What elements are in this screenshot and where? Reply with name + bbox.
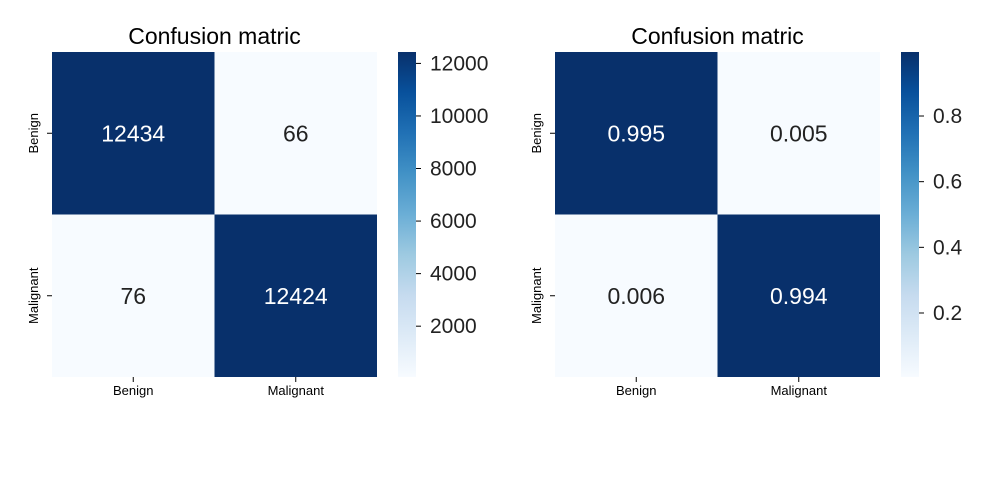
- colorbar-tick-label: 0.4: [933, 236, 963, 259]
- y-tick-label: Malignant: [529, 267, 544, 324]
- cell-value-label: 0.006: [607, 283, 665, 309]
- colorbar-tick-label: 0.2: [933, 302, 962, 325]
- colorbar-tick-label: 6000: [430, 210, 477, 233]
- cell-value-label: 0.995: [607, 120, 665, 146]
- colorbar-tick-label: 8000: [430, 158, 477, 181]
- y-tick-label: Benign: [529, 113, 544, 153]
- x-tick-label: Malignant: [268, 383, 325, 398]
- heatmap-cell: [717, 214, 880, 377]
- colorbar: [901, 52, 919, 377]
- heatmap-cell: [717, 52, 880, 215]
- cell-value-label: 12424: [264, 283, 328, 309]
- y-tick-label: Benign: [26, 113, 41, 153]
- heatmap-cell: [214, 214, 377, 377]
- cell-value-label: 12434: [101, 120, 165, 146]
- cell-value-label: 0.005: [770, 120, 828, 146]
- colorbar-tick-label: 4000: [430, 263, 477, 286]
- heatmap-cell: [555, 52, 718, 215]
- cell-value-label: 0.994: [770, 283, 828, 309]
- y-tick-label: Malignant: [26, 267, 41, 324]
- colorbar-tick-label: 2000: [430, 315, 477, 338]
- cell-value-label: 66: [283, 120, 309, 146]
- heatmap-cell: [52, 214, 215, 377]
- colorbar-tick-label: 0.8: [933, 105, 962, 128]
- cell-value-label: 76: [120, 283, 146, 309]
- x-tick-label: Benign: [113, 383, 153, 398]
- heatmap-cell: [214, 52, 377, 215]
- chart-title: Confusion matric: [631, 23, 804, 49]
- x-tick-label: Benign: [616, 383, 656, 398]
- colorbar-tick-label: 0.6: [933, 171, 962, 194]
- colorbar: [398, 52, 416, 377]
- colorbar-tick-label: 12000: [430, 52, 488, 75]
- chart-title: Confusion matric: [128, 23, 301, 49]
- heatmap-cell: [52, 52, 215, 215]
- colorbar-tick-label: 10000: [430, 105, 488, 128]
- x-tick-label: Malignant: [771, 383, 828, 398]
- heatmap-cell: [555, 214, 718, 377]
